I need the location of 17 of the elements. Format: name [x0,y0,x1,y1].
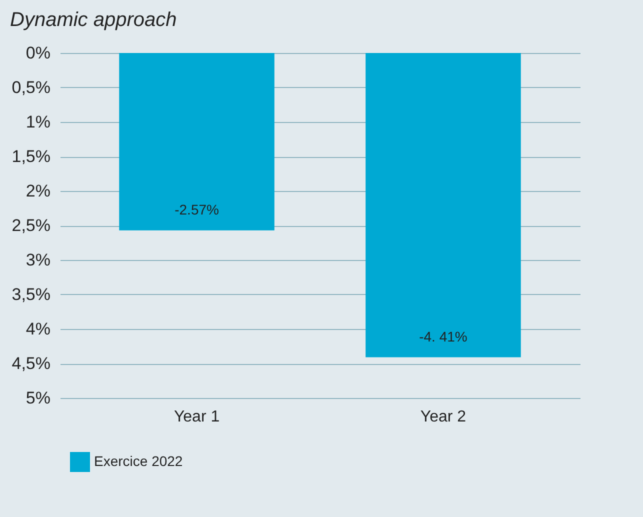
y-tick-label: 4% [26,320,50,338]
y-tick-label: 2% [26,182,50,200]
y-tick-label: 2,5% [12,216,50,235]
y-tick-label: 1% [26,112,50,132]
data-label: -2.57% [174,201,219,218]
y-tick-label: 0,5% [12,78,50,97]
y-tick-label: 0% [26,44,50,62]
chart-title: Dynamic approach [10,9,177,31]
x-tick-label: Year 2 [420,408,466,426]
legend-label: Exercice 2022 [94,453,183,469]
y-tick-label: 3,5% [12,285,50,304]
y-tick-label: 5% [26,388,50,408]
y-tick-label: 4,5% [12,354,50,373]
x-tick-label: Year 1 [174,408,220,426]
y-tick-label: 3% [26,250,50,270]
y-tick-label: 1,5% [12,147,50,166]
data-label: -4. 41% [419,328,468,344]
